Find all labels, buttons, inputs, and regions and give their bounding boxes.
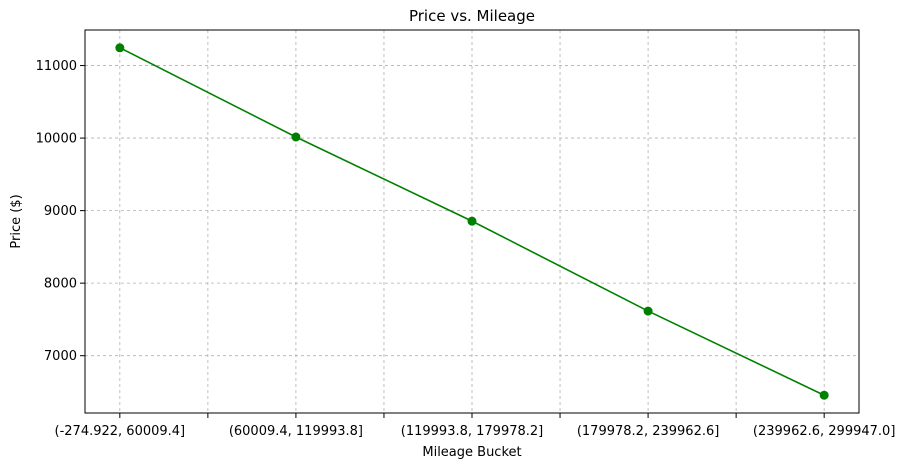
y-tick-label: 7000 — [44, 349, 77, 364]
x-tick-label: (-274.922, 60009.4] — [55, 424, 186, 439]
x-tick-label: (179978.2, 239962.6] — [577, 424, 719, 439]
chart-title: Price vs. Mileage — [409, 7, 535, 25]
ticks: (-274.922, 60009.4] (60009.4, 119993.8] (1… — [36, 59, 896, 439]
y-axis-label: Price ($) — [9, 194, 24, 248]
x-tick-label: (60009.4, 119993.8] — [229, 424, 363, 439]
data-point — [819, 390, 829, 400]
data-point — [643, 306, 653, 316]
x-axis-label: Mileage Bucket — [422, 445, 521, 460]
data-point — [115, 43, 125, 53]
y-tick-label: 10000 — [36, 132, 77, 147]
y-tick-label: 8000 — [44, 277, 77, 292]
series-layer — [115, 43, 829, 400]
data-point — [467, 216, 477, 226]
data-point — [291, 132, 301, 142]
x-tick-label: (119993.8, 179978.2] — [401, 424, 543, 439]
y-tick-label: 11000 — [36, 59, 77, 74]
x-tick-label: (239962.6, 299947.0] — [753, 424, 895, 439]
y-tick-label: 9000 — [44, 204, 77, 219]
grid — [85, 30, 859, 413]
